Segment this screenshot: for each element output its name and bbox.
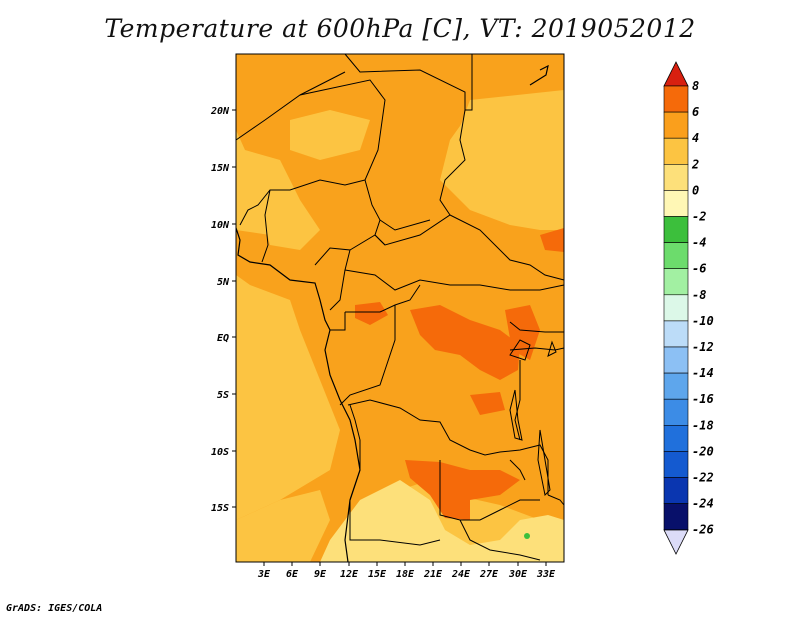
colorbar-label: -6 <box>692 262 706 276</box>
colorbar-box <box>663 372 689 400</box>
contour-band-4-6-congo <box>410 305 520 380</box>
lakes <box>509 339 557 497</box>
lon-axis <box>263 562 547 566</box>
colorbar: 8 6 4 2 0 -2 -4 -6 -8 -10 -12 -14 -16 -18 -20 -22 -24 -26 <box>663 61 714 555</box>
colorbar-box <box>663 294 689 322</box>
colorbar-label: -26 <box>692 523 714 537</box>
colorbar-label: -16 <box>692 392 714 406</box>
colorbar-label: -14 <box>692 366 714 380</box>
contour-band-4-6-southcongo <box>470 392 505 415</box>
lon-label: 27E <box>479 569 499 580</box>
colorbar-label: 4 <box>692 131 699 145</box>
lon-label: 15E <box>368 569 387 580</box>
colorbar-label: 0 <box>692 183 699 197</box>
contour-band-minus4-minus6-spot <box>524 533 530 539</box>
colorbar-box <box>663 424 689 452</box>
temperature-map <box>235 53 565 563</box>
lat-labels: 20N 15N 10N 5N EQ 5S 10S 15S <box>210 106 230 514</box>
colorbar-top-arrow <box>663 61 689 87</box>
colorbar-box <box>663 216 689 243</box>
colorbar-box <box>663 111 689 139</box>
contour-band-4-6-zambia <box>405 460 520 520</box>
colorbar-label: -4 <box>692 236 706 250</box>
grads-credit: GrADS: IGES/COLA <box>6 603 103 614</box>
contour-band-0-2-nigeria <box>260 200 320 250</box>
lat-label: 15S <box>211 503 229 514</box>
colorbar-box <box>663 164 689 191</box>
lat-label: EQ <box>217 333 229 344</box>
country-borders <box>235 53 565 561</box>
colorbar-label: -10 <box>692 314 714 328</box>
colorbar-box <box>663 190 689 217</box>
map-title: Temperature at 600hPa [C], VT: 201905201… <box>104 14 696 43</box>
contour-band-4-6-east <box>505 305 540 360</box>
lon-label: 33E <box>536 569 556 580</box>
colorbar-label: -20 <box>692 444 714 458</box>
contour-band-0-2-northeast <box>455 90 564 220</box>
colorbar-box <box>663 503 689 531</box>
colorbar-box <box>663 477 689 504</box>
lat-label: 20N <box>210 106 230 117</box>
colorbar-label: -22 <box>692 471 714 485</box>
colorbar-label: -24 <box>692 497 714 511</box>
lat-label: 15N <box>211 163 230 174</box>
colorbar-label: 2 <box>691 157 699 171</box>
colorbar-label: -18 <box>692 418 714 432</box>
lat-label: 10S <box>211 447 229 458</box>
lat-label: 10N <box>211 220 230 231</box>
colorbar-box <box>663 268 689 296</box>
lat-axis <box>232 109 236 508</box>
colorbar-label: -8 <box>692 288 706 302</box>
map-frame <box>235 53 565 563</box>
colorbar-label: 8 <box>692 79 699 93</box>
lon-label: 6E <box>286 569 299 580</box>
lon-label: 21E <box>423 569 443 580</box>
lon-label: 30E <box>508 569 528 580</box>
colorbar-label: 6 <box>692 105 699 119</box>
colorbar-label: -2 <box>692 210 706 224</box>
colorbar-box <box>663 451 689 478</box>
lat-label: 5S <box>217 390 229 401</box>
lon-label: 3E <box>257 569 271 580</box>
contour-band-minus2-0-southwest <box>236 490 330 562</box>
lon-label: 18E <box>396 569 415 580</box>
colorbar-box <box>663 242 689 270</box>
colorbar-box <box>663 346 689 374</box>
contour-band-4-6-west <box>355 302 388 325</box>
lat-label: 5N <box>217 277 230 288</box>
colorbar-box <box>663 85 689 113</box>
colorbar-box <box>663 398 689 426</box>
coastline <box>235 64 549 563</box>
colorbar-box <box>663 320 689 348</box>
contour-band-0-2-north <box>290 110 370 160</box>
colorbar-label: -12 <box>692 340 714 354</box>
lon-label: 12E <box>340 569 359 580</box>
lon-labels: 3E 6E 9E 12E 15E 18E 21E 24E 27E 30E 33E <box>257 569 556 580</box>
colorbar-box <box>663 137 689 165</box>
contour-band-minus2-0-south <box>320 480 564 562</box>
colorbar-bottom-arrow <box>663 529 689 555</box>
lon-label: 24E <box>451 569 471 580</box>
contour-band-4-6-sudan <box>540 228 564 252</box>
lon-label: 9E <box>314 569 327 580</box>
